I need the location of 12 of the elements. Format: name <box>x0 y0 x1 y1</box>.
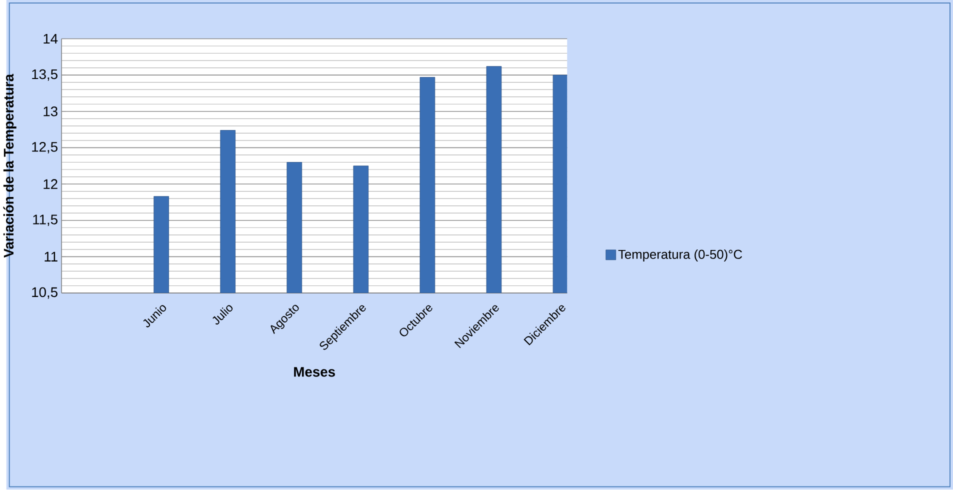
y-axis-title: Variación de la Temperatura <box>3 74 16 258</box>
y-tick-label: 11,5 <box>33 214 58 226</box>
y-tick-label: 12 <box>44 179 58 190</box>
y-tick-label: 13,5 <box>32 69 58 81</box>
y-tick-label: 13 <box>44 106 58 116</box>
x-axis-title: Meses <box>294 367 335 377</box>
y-tick-label: 12,5 <box>32 142 58 154</box>
y-tick-label: 11 <box>44 252 58 262</box>
legend-label: Temperatura (0-50)°C <box>618 250 742 262</box>
x-tick-label: Julio <box>212 305 233 325</box>
y-tick-label: 14 <box>44 34 58 44</box>
y-tick-label: 10,5 <box>32 287 58 299</box>
